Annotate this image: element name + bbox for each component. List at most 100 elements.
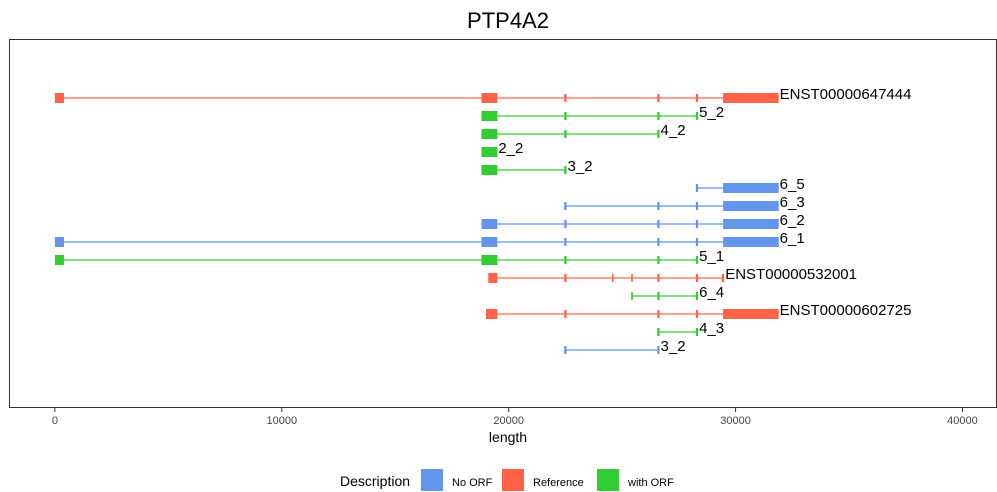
transcript-label: 3_2 — [568, 158, 593, 175]
exon — [481, 111, 498, 121]
x-tick-label: 40000 — [947, 415, 978, 427]
exon — [723, 237, 779, 247]
exon — [657, 328, 660, 336]
exon — [657, 202, 660, 210]
exon — [723, 183, 779, 193]
exon — [723, 309, 779, 319]
legend: Description No ORF Reference with ORF — [340, 469, 674, 491]
transcript-label: 3_2 — [661, 338, 686, 355]
exon — [564, 346, 567, 354]
exon — [564, 238, 567, 246]
exon — [564, 310, 567, 318]
exon — [695, 94, 699, 102]
x-axis: 0 10000 20000 30000 40000 — [52, 408, 978, 427]
exon — [54, 93, 64, 103]
exon — [631, 274, 633, 282]
transcript-ENST00000532001: ENST00000532001 — [488, 266, 857, 283]
transcript-label: 2_2 — [498, 140, 523, 157]
exon — [695, 202, 699, 210]
exon — [54, 255, 64, 265]
exon — [488, 273, 498, 283]
legend-label: with ORF — [627, 477, 674, 489]
transcript-label: 6_5 — [780, 176, 805, 193]
transcript-label: 5_2 — [699, 104, 724, 121]
x-tick-label: 0 — [52, 415, 58, 427]
transcript-label: 4_2 — [661, 122, 686, 139]
legend-key-reference — [502, 469, 524, 491]
exon — [657, 292, 660, 300]
legend-key-no-orf — [421, 469, 443, 491]
chart-title: PTP4A2 — [467, 8, 549, 33]
exon — [657, 256, 660, 264]
exon — [564, 202, 567, 210]
exon — [723, 219, 779, 229]
transcript-5_2: 5_2 — [481, 104, 724, 121]
exon — [481, 237, 498, 247]
exon — [611, 274, 614, 282]
transcript-6_3: 6_3 — [564, 194, 805, 211]
transcript-6_2: 6_2 — [481, 212, 805, 229]
exon — [631, 292, 633, 300]
exon — [564, 112, 567, 120]
exon — [657, 112, 660, 120]
exon — [695, 310, 699, 318]
exon — [695, 112, 699, 120]
transcript-label: ENST00000647444 — [780, 86, 912, 103]
exon — [54, 237, 64, 247]
exon — [481, 147, 498, 157]
transcript-label: ENST00000602725 — [780, 302, 912, 319]
transcript-4_2: 4_2 — [481, 122, 686, 139]
exon — [564, 130, 567, 138]
transcript-ENST00000602725: ENST00000602725 — [485, 302, 912, 319]
exon — [481, 219, 498, 229]
transcript-6_5: 6_5 — [695, 176, 805, 193]
exon — [564, 256, 567, 264]
exon — [657, 310, 660, 318]
exon — [564, 94, 567, 102]
transcript-label: 4_3 — [699, 320, 724, 337]
x-tick-label: 10000 — [266, 415, 297, 427]
legend-label: Reference — [533, 477, 584, 489]
exon — [657, 94, 660, 102]
exon — [657, 274, 660, 282]
exon — [695, 256, 699, 264]
exon — [657, 238, 660, 246]
exon — [481, 165, 498, 175]
exon — [723, 93, 779, 103]
exon — [485, 309, 498, 319]
exon — [695, 292, 699, 300]
exon — [695, 274, 699, 282]
exon — [657, 346, 660, 354]
transcript-label: 6_2 — [780, 212, 805, 229]
exon — [695, 220, 699, 228]
x-tick-label: 30000 — [720, 415, 751, 427]
exon — [657, 130, 660, 138]
transcript-label: 6_4 — [699, 284, 724, 301]
transcript-6_1: 6_1 — [54, 230, 805, 247]
transcript-6_4: 6_4 — [631, 284, 724, 301]
transcript-label: 6_1 — [780, 230, 805, 247]
transcript-3_2: 3_2 — [481, 158, 593, 175]
exon — [564, 220, 567, 228]
exon — [564, 274, 567, 282]
transcript-5_1: 5_1 — [54, 248, 724, 265]
legend-title: Description — [340, 473, 410, 489]
exon — [481, 93, 498, 103]
exon — [695, 238, 699, 246]
transcript-label: ENST00000532001 — [725, 266, 857, 283]
exon — [564, 166, 567, 174]
exon — [657, 220, 660, 228]
transcript-2_2: 2_2 — [481, 140, 523, 157]
exon — [721, 274, 725, 282]
legend-label: No ORF — [452, 477, 493, 489]
exon — [481, 129, 498, 139]
transcript-4_3: 4_3 — [657, 320, 724, 337]
x-tick-label: 20000 — [493, 415, 524, 427]
transcript-label: 6_3 — [780, 194, 805, 211]
transcript-ENST00000647444: ENST00000647444 — [54, 86, 912, 103]
exon — [695, 184, 699, 192]
transcript-3_2: 3_2 — [564, 338, 686, 355]
x-axis-title: length — [489, 429, 527, 445]
transcript-label: 5_1 — [699, 248, 724, 265]
